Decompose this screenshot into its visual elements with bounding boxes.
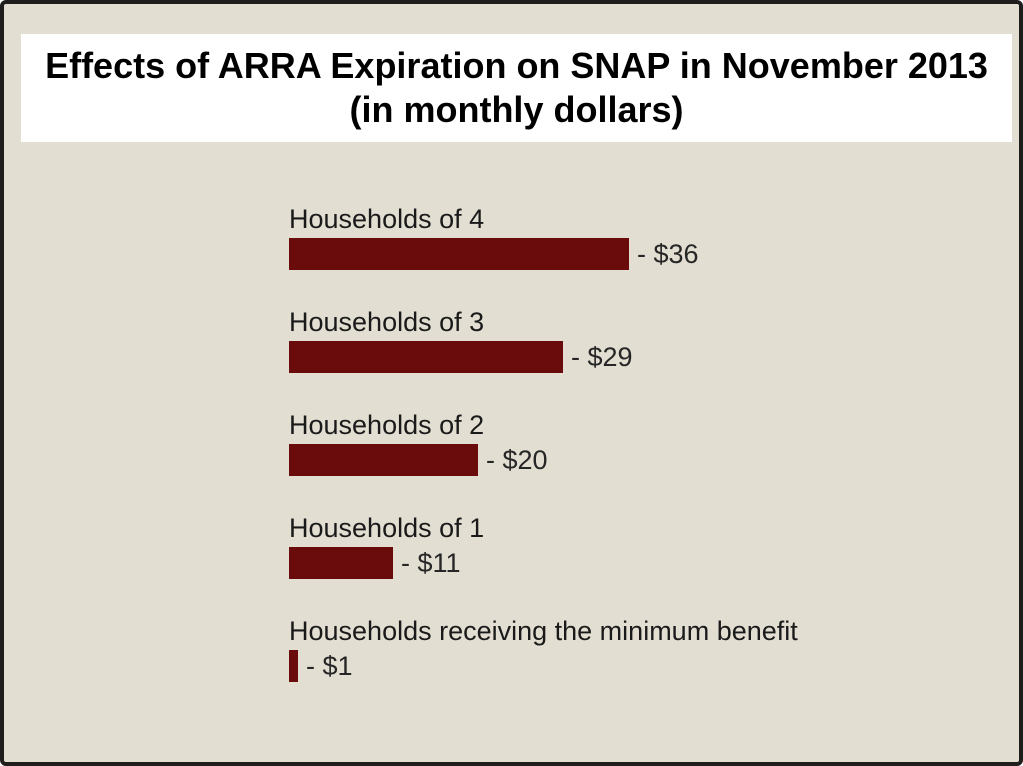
bar-row: Households of 1 - $11 [289, 509, 798, 579]
bar-row: Households of 4 - $36 [289, 200, 798, 270]
bar-line: - $36 [289, 238, 798, 270]
chart-subtitle: (in monthly dollars) [349, 89, 684, 130]
bar-row: Households of 2 - $20 [289, 406, 798, 476]
bar-line: - $11 [289, 547, 798, 579]
category-label: Households of 3 [289, 307, 485, 337]
bar-row: Households of 3 - $29 [289, 303, 798, 373]
value-label: - $11 [401, 547, 461, 578]
chart-title-box: Effects of ARRA Expiration on SNAP in No… [21, 34, 1012, 142]
bar-row: Households receiving the minimum benefit… [289, 612, 798, 682]
bar [289, 341, 563, 373]
bar-line: - $1 [289, 650, 798, 682]
category-label: Households of 4 [289, 204, 485, 234]
bar-line: - $20 [289, 444, 798, 476]
bar-line: - $29 [289, 341, 798, 373]
bar [289, 444, 478, 476]
bar [289, 238, 629, 270]
value-label: - $1 [306, 650, 353, 681]
bar [289, 650, 298, 682]
value-label: - $36 [637, 238, 699, 269]
value-label: - $20 [486, 444, 548, 475]
category-label: Households of 1 [289, 513, 485, 543]
bar-chart: Households of 4 - $36 Households of 3 - … [289, 200, 798, 715]
category-label: Households of 2 [289, 410, 485, 440]
bar [289, 547, 393, 579]
chart-title: Effects of ARRA Expiration on SNAP in No… [45, 45, 988, 86]
value-label: - $29 [571, 341, 633, 372]
category-label: Households receiving the minimum benefit [289, 616, 798, 646]
